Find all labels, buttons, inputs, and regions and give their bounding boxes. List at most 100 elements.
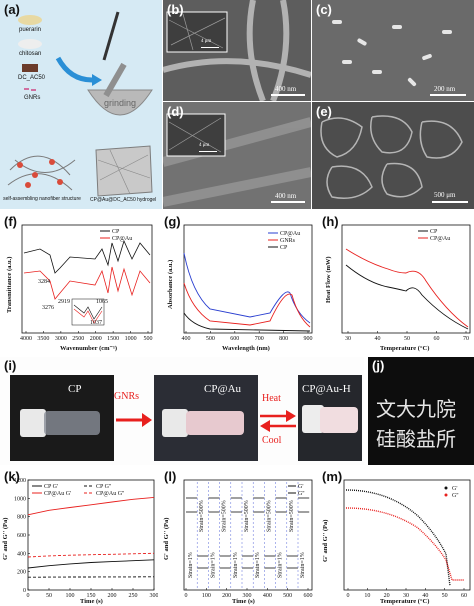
xlabel-m: Temperature (°C) xyxy=(380,598,429,605)
panel-e-label: (e) xyxy=(316,104,332,119)
ylabel-l: G' and G'' (Pa) xyxy=(163,518,170,560)
panel-d: (d) 4 μm 400 nm xyxy=(163,102,311,209)
ylabel-g: Absorbance (a.u.) xyxy=(167,260,174,309)
legend-k-1: CP G'' xyxy=(96,484,111,490)
legend-m-1: G'' xyxy=(452,493,459,499)
xtick-label: 300 xyxy=(150,593,159,599)
panel-l: (l) Strain=1% Strain=500% Strain=1% Strain=… xyxy=(160,468,316,606)
ann-1037: 1037 xyxy=(90,320,102,326)
xtick-label: 800 xyxy=(279,336,288,342)
ann-2919: 2919 xyxy=(58,299,70,305)
ytick-label: 400 xyxy=(17,551,26,557)
scale-label-e: 500 μm xyxy=(434,191,456,199)
ingredient-puerarin: puerarin xyxy=(19,27,42,33)
xtick-label: 2500 xyxy=(72,336,84,342)
ingredient-gnrs: GNRs xyxy=(24,95,41,101)
chart-l: Strain=1% Strain=500% Strain=1% Strain=500%… xyxy=(163,479,313,605)
arrow-label-heat: Heat xyxy=(262,393,281,404)
ylabel-f: Transmittance (a.u.) xyxy=(6,257,13,313)
xticks-h: 30 40 50 60 70 xyxy=(345,331,469,342)
legend-l-0: G' xyxy=(298,484,303,490)
chart-g: CP@Au GNRs CP 400 500 600 700 800 900 Wavelen… xyxy=(167,224,313,352)
xtick-label: 0 xyxy=(347,593,350,599)
series-line-k-0 xyxy=(27,559,155,569)
xtick-label: 40 xyxy=(422,593,428,599)
xtick-label: 200 xyxy=(222,593,231,599)
strain-label: Strain=500% xyxy=(244,500,250,532)
series-line-k-3 xyxy=(27,552,155,558)
strain-label: Strain=1% xyxy=(255,552,261,578)
arrow-label-cool: Cool xyxy=(262,435,282,446)
xtick-label: 900 xyxy=(304,336,313,342)
strain-label: Strain=1% xyxy=(210,552,216,578)
ann-1065: 1065 xyxy=(96,299,108,305)
xtick-label: 300 xyxy=(243,593,252,599)
xtick-label: 10 xyxy=(364,593,370,599)
panel-b-label: (b) xyxy=(167,2,184,17)
xtick-label: 600 xyxy=(230,336,239,342)
xtick-label: 60 xyxy=(434,336,440,342)
fiber-caption: self-assembling nanofiber structure xyxy=(3,196,81,202)
vial-photo-cpau-h: CP@Au-H xyxy=(298,375,362,461)
panel-k: (k) 0 200 400 600 800 1000 1200 0 50 100 150 200 25… xyxy=(0,468,158,606)
panel-c-label: (c) xyxy=(316,2,332,17)
xtick-label: 2000 xyxy=(90,336,102,342)
xtick-label: 20 xyxy=(384,593,390,599)
plot-frame-h xyxy=(341,224,471,334)
panel-a-label: (a) xyxy=(4,2,20,17)
xlabel-g: Wavelength (nm) xyxy=(222,345,270,352)
plot-frame-f xyxy=(21,224,153,334)
xtick-label: 50 xyxy=(442,593,448,599)
xtick-label: 3500 xyxy=(37,336,49,342)
panel-d-label: (d) xyxy=(167,104,184,119)
legend-g-cp: CP xyxy=(280,245,288,251)
strain-label: Strain=500% xyxy=(222,500,228,532)
panel-k-label: (k) xyxy=(4,469,20,484)
handwriting-line2: 硅酸盐所 xyxy=(376,427,456,451)
ylabel-m: G' and G'' (Pa) xyxy=(322,520,329,562)
panel-h-label: (h) xyxy=(322,214,339,229)
legend-h-cpau: CP@Au xyxy=(430,236,450,242)
ytick-label: 1200 xyxy=(14,478,26,484)
xtick-label: 30 xyxy=(345,336,351,342)
legend-h-cp: CP xyxy=(430,229,438,235)
xtick-label: 50 xyxy=(46,593,52,599)
sem-d-texture xyxy=(163,113,311,207)
plot-frame-m xyxy=(343,479,471,591)
xlabel-k: Time (s) xyxy=(80,598,103,605)
xtick-label: 30 xyxy=(403,593,409,599)
legend-m-0: G' xyxy=(452,486,457,492)
vial-label-cpau: CP@Au xyxy=(204,383,242,395)
panel-a: (a) puerarin chitosan DC_AC50 GNRs grind… xyxy=(0,0,162,209)
panel-g: (g) CP@Au GNRs CP 400 500 600 700 800 900 Wav… xyxy=(160,213,316,353)
ingredient-dc-ac50: DC_AC50 xyxy=(18,75,46,81)
xticks-m: 0 10 20 30 40 50 60 xyxy=(347,588,467,599)
xtick-label: 600 xyxy=(304,593,313,599)
legend-swatch-m-0 xyxy=(444,486,448,490)
panel-f: (f) CP CP@Au 3284 3276 2919 1065 1037 40… xyxy=(0,213,158,353)
xtick-label: 500 xyxy=(144,336,153,342)
xtick-label: 0 xyxy=(185,593,188,599)
ytick-label: 200 xyxy=(17,570,26,576)
ann-3276: 3276 xyxy=(42,305,54,311)
series-cp-line xyxy=(23,239,151,274)
series-group-k xyxy=(27,496,155,578)
scale-bar-b xyxy=(271,94,305,96)
plot-frame-l xyxy=(183,479,313,591)
panel-h: (h) CP CP@Au 30 40 50 60 70 Temperature (°C)… xyxy=(318,213,474,353)
panel-f-label: (f) xyxy=(4,214,17,229)
xtick-label: 0 xyxy=(27,593,30,599)
legend-l-1: G'' xyxy=(298,491,305,497)
scale-label-d: 400 nm xyxy=(275,192,297,200)
strain-label: Strain=1% xyxy=(188,552,194,578)
scale-bar-c xyxy=(430,94,466,96)
panel-g-label: (g) xyxy=(164,214,181,229)
panel-m-label: (m) xyxy=(322,469,343,484)
vial-label-cpau-h: CP@Au-H xyxy=(302,383,351,395)
yticks-k: 0 200 400 600 800 1000 1200 xyxy=(14,478,30,594)
legend-g-cpau: CP@Au xyxy=(280,231,300,237)
xticks-k: 0 50 100 150 200 250 300 xyxy=(27,588,159,599)
xtick-label: 100 xyxy=(66,593,75,599)
arrow-gnrs xyxy=(116,413,152,427)
series-line-k-2 xyxy=(27,496,155,516)
